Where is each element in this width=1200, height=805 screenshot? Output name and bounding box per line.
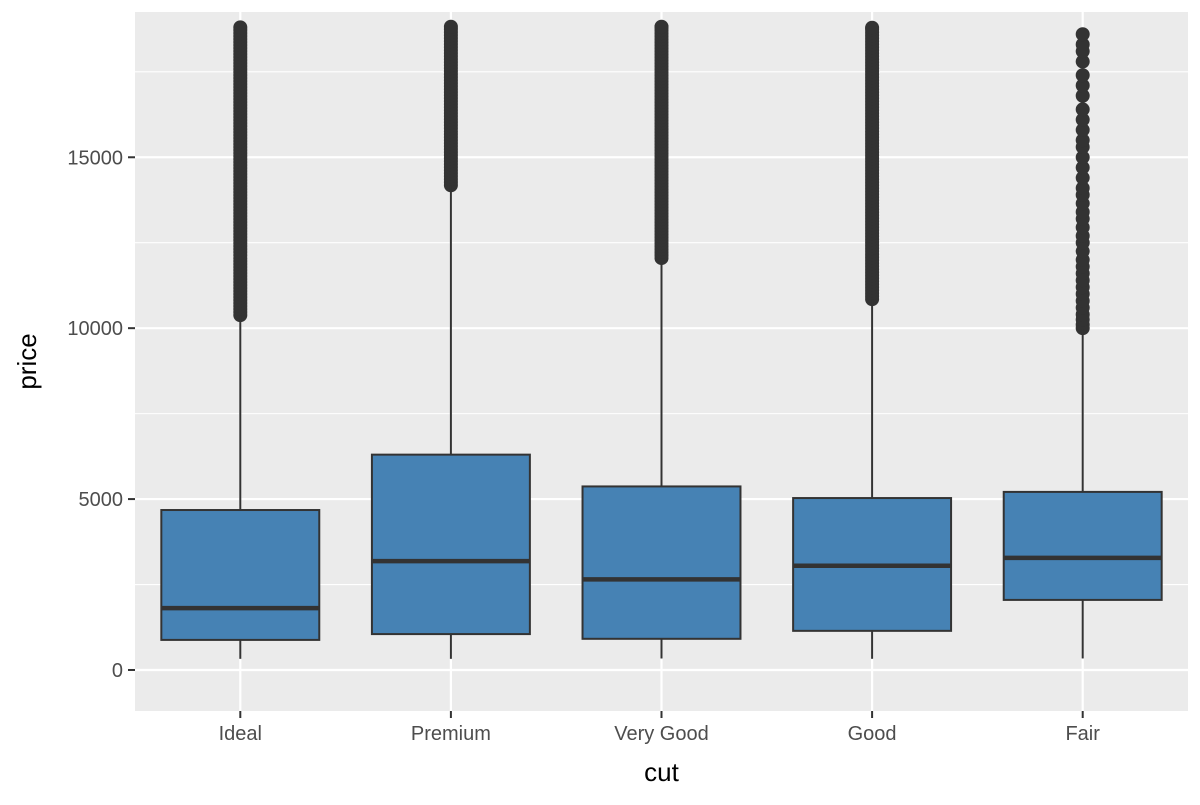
outlier-point bbox=[654, 19, 669, 34]
box-fair bbox=[1002, 27, 1163, 659]
outlier-point bbox=[1075, 133, 1090, 148]
outlier-point bbox=[1075, 102, 1090, 117]
outlier-point bbox=[1075, 37, 1090, 52]
y-tick-label: 10000 bbox=[67, 318, 123, 340]
box-layer bbox=[160, 19, 1163, 659]
iqr-box bbox=[581, 485, 742, 640]
outlier-point bbox=[1075, 150, 1090, 165]
outlier-point bbox=[1075, 112, 1090, 127]
outlier-point bbox=[1075, 88, 1090, 103]
outlier-point bbox=[1075, 27, 1090, 42]
y-axis-title: price bbox=[12, 333, 42, 389]
y-tick-label: 5000 bbox=[79, 489, 124, 511]
x-tick-label: Very Good bbox=[614, 723, 709, 745]
iqr-box bbox=[370, 453, 531, 636]
box-good bbox=[792, 20, 953, 659]
iqr-box bbox=[160, 509, 321, 641]
outlier-point bbox=[1075, 54, 1090, 69]
box-very-good bbox=[581, 19, 742, 659]
y-tick-label: 0 bbox=[112, 660, 123, 682]
x-tick-label: Fair bbox=[1065, 723, 1100, 745]
x-tick-label: Ideal bbox=[219, 723, 262, 745]
outlier-point bbox=[1075, 122, 1090, 137]
outlier-point bbox=[865, 20, 880, 35]
x-tick-label: Good bbox=[848, 723, 897, 745]
iqr-box bbox=[1002, 490, 1163, 601]
x-axis-title: cut bbox=[644, 757, 679, 787]
outlier-point bbox=[1075, 170, 1090, 185]
box-premium bbox=[370, 19, 531, 659]
axis-layer: 0 5000 10000 15000 Ideal Premium Very Good Good… bbox=[67, 147, 1100, 745]
x-tick-label: Premium bbox=[411, 723, 491, 745]
outlier-point bbox=[1075, 181, 1090, 196]
y-tick-label: 15000 bbox=[67, 147, 123, 169]
outlier-point bbox=[1075, 160, 1090, 175]
outlier-point bbox=[233, 20, 248, 35]
outlier-point bbox=[443, 19, 458, 34]
box-ideal bbox=[160, 20, 321, 659]
outlier-point bbox=[1075, 68, 1090, 83]
outlier-point bbox=[1075, 78, 1090, 93]
